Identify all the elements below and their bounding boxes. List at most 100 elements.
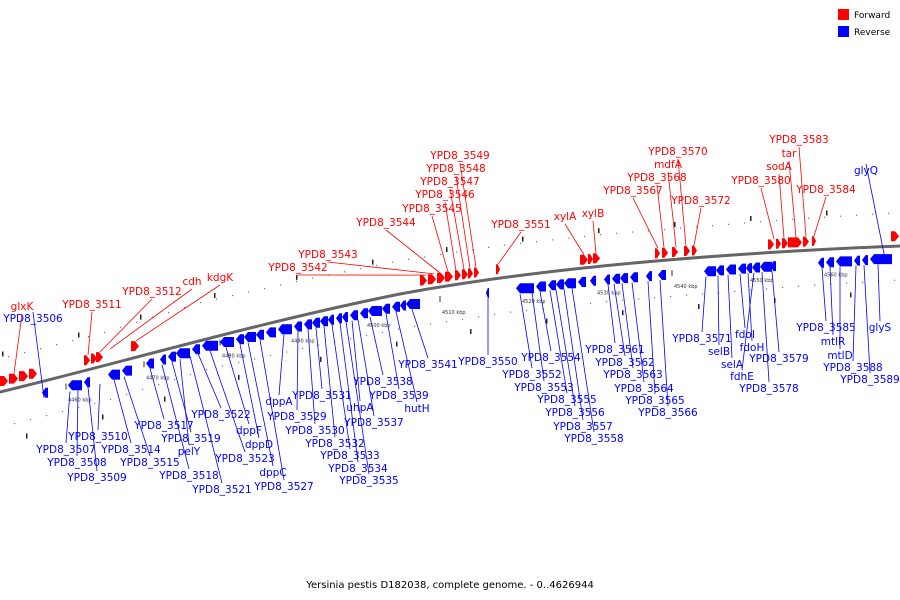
reverse-gene[interactable] [304,319,312,330]
gene-label-ypd8-3518[interactable]: YPD8_3518 [158,470,218,482]
reverse-gene[interactable] [752,262,760,273]
gene-label-ypd8-3547[interactable]: YPD8_3547 [419,176,479,188]
forward-gene[interactable] [474,267,479,278]
gene-label-glys[interactable]: glyS [869,322,892,334]
forward-gene[interactable] [692,245,697,256]
gene-label-ypd8-3519[interactable]: YPD8_3519 [160,433,220,445]
forward-gene[interactable] [788,237,802,248]
gene-label-ypd8-3566[interactable]: YPD8_3566 [637,407,698,419]
gene-label-huth[interactable]: hutH [404,403,429,415]
reverse-gene[interactable] [818,257,824,268]
forward-gene[interactable] [588,254,593,265]
gene-label-mtld[interactable]: mtlD [827,350,852,362]
gene-label-ypd8-3553[interactable]: YPD8_3553 [513,382,573,394]
gene-label-ypd8-3562[interactable]: YPD8_3562 [594,357,654,369]
gene-label-ypd8-3539[interactable]: YPD8_3539 [368,390,428,402]
reverse-gene[interactable] [486,287,489,298]
gene-label-ypd8-3545[interactable]: YPD8_3545 [401,203,461,215]
reverse-gene[interactable] [220,337,234,348]
gene-label-ypd8-3542[interactable]: YPD8_3542 [267,262,327,274]
forward-gene[interactable] [96,352,103,363]
gene-label-ypd8-3585[interactable]: YPD8_3585 [795,322,855,334]
gene-label-ypd8-3510[interactable]: YPD8_3510 [67,431,127,443]
forward-gene[interactable] [9,373,18,384]
gene-label-ypd8-3517[interactable]: YPD8_3517 [133,420,193,432]
reverse-gene[interactable] [620,273,628,284]
gene-label-ypd8-3509[interactable]: YPD8_3509 [66,472,126,484]
gene-label-ypd8-3584[interactable]: YPD8_3584 [795,184,856,196]
gene-label-kdgk[interactable]: kdgK [207,272,234,284]
gene-label-ypd8-3511[interactable]: YPD8_3511 [61,299,121,311]
reverse-gene[interactable] [612,273,620,284]
gene-label-ypd8-3555[interactable]: YPD8_3555 [536,394,596,406]
reverse-gene[interactable] [278,324,292,335]
forward-gene[interactable] [768,239,774,250]
reverse-gene[interactable] [590,275,596,286]
gene-label-ypd8-3537[interactable]: YPD8_3537 [343,417,403,429]
gene-label-ypd8-3561[interactable]: YPD8_3561 [584,344,644,356]
gene-label-mtlr[interactable]: mtlR [821,336,846,348]
reverse-gene[interactable] [122,365,132,376]
reverse-gene[interactable] [726,264,736,275]
forward-gene[interactable] [496,264,500,275]
forward-gene[interactable] [420,275,427,286]
forward-gene[interactable] [19,371,28,382]
reverse-gene[interactable] [646,271,652,282]
forward-gene[interactable] [776,238,781,249]
reverse-gene[interactable] [336,313,342,324]
reverse-gene[interactable] [368,306,382,316]
gene-label-ypd8-3538[interactable]: YPD8_3538 [352,376,412,388]
forward-gene[interactable] [782,238,788,249]
reverse-gene[interactable] [68,380,82,391]
reverse-gene[interactable] [160,354,166,365]
reverse-gene[interactable] [342,312,348,322]
reverse-gene[interactable] [854,255,860,266]
gene-label-ypd8-3589[interactable]: YPD8_3589 [839,374,899,386]
gene-label-cdh[interactable]: cdh [182,276,201,288]
reverse-gene[interactable] [760,261,772,272]
reverse-gene[interactable] [658,270,666,281]
gene-label-ypd8-3558[interactable]: YPD8_3558 [563,433,623,445]
reverse-gene[interactable] [256,329,264,340]
gene-label-ypd8-3514[interactable]: YPD8_3514 [100,444,161,456]
reverse-gene[interactable] [176,348,190,359]
gene-label-sela[interactable]: selA [721,359,744,371]
gene-label-ypd8-3522[interactable]: YPD8_3522 [190,409,250,421]
forward-gene[interactable] [468,268,473,279]
forward-gene[interactable] [891,231,899,242]
reverse-gene[interactable] [836,256,852,267]
gene-label-dppc[interactable]: dppC [259,467,286,479]
forward-gene[interactable] [672,247,678,257]
gene-label-ypd8-3557[interactable]: YPD8_3557 [552,421,612,433]
reverse-gene[interactable] [738,263,746,274]
gene-label-glxk[interactable]: glxK [11,301,35,313]
forward-gene[interactable] [580,254,588,265]
gene-label-ypd8-3523[interactable]: YPD8_3523 [214,453,274,465]
gene-label-ypd8-3564[interactable]: YPD8_3564 [613,383,674,395]
forward-gene[interactable] [84,355,90,366]
gene-label-ypd8-3548[interactable]: YPD8_3548 [425,163,485,175]
forward-gene[interactable] [29,368,37,379]
reverse-gene[interactable] [556,279,564,290]
reverse-gene[interactable] [604,274,610,285]
gene-label-ypd8-3554[interactable]: YPD8_3554 [520,352,581,364]
gene-label-ypd8-3588[interactable]: YPD8_3588 [822,362,882,374]
reverse-gene[interactable] [244,332,256,342]
gene-label-dppd[interactable]: dppD [245,439,273,451]
reverse-gene[interactable] [406,299,420,310]
gene-label-fdoi[interactable]: fdoI [735,329,755,341]
reverse-gene[interactable] [168,351,176,362]
gene-label-ypd8-3546[interactable]: YPD8_3546 [414,189,475,201]
gene-label-ypd8-3527[interactable]: YPD8_3527 [253,481,313,493]
reverse-gene[interactable] [202,340,218,351]
reverse-gene[interactable] [392,301,400,312]
forward-gene[interactable] [428,274,436,285]
gene-label-ypd8-3571[interactable]: YPD8_3571 [671,333,731,345]
gene-label-ypd8-3530[interactable]: YPD8_3530 [284,425,344,437]
gene-label-ypd8-3506[interactable]: YPD8_3506 [2,313,63,325]
reverse-gene[interactable] [328,314,334,325]
gene-label-ypd8-3507[interactable]: YPD8_3507 [35,444,95,456]
reverse-gene[interactable] [42,387,48,398]
gene-label-glyq[interactable]: glyQ [854,165,878,177]
gene-label-ypd8-3578[interactable]: YPD8_3578 [738,383,798,395]
